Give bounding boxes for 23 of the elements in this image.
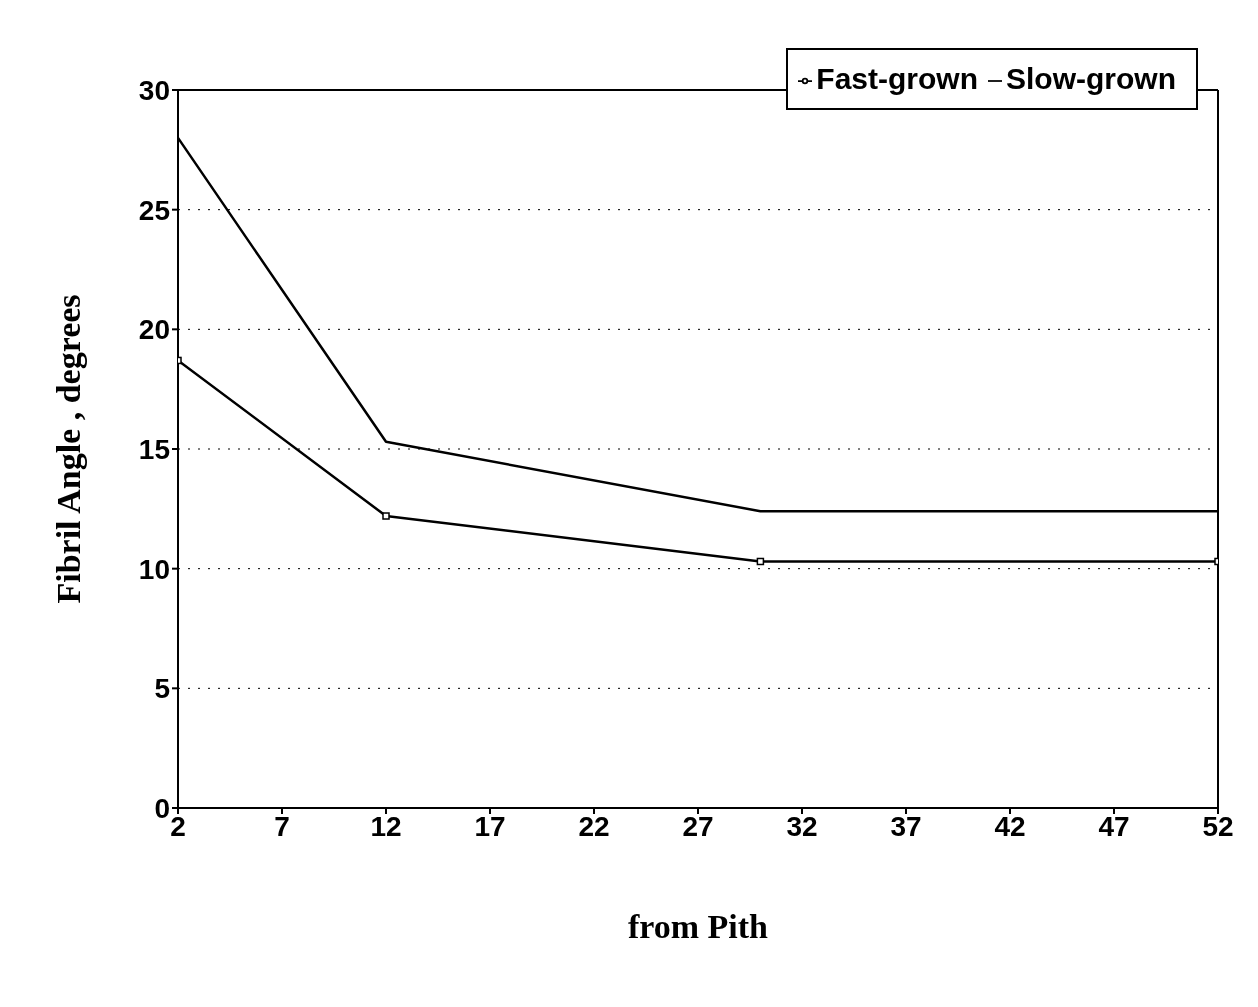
x-tick-label: 52 [1202, 810, 1234, 842]
y-tick-label: 30 [138, 74, 170, 106]
y-tick-label: 0 [154, 792, 170, 824]
x-tick-label: 12 [370, 810, 402, 842]
legend-label: Slow-grown [1006, 62, 1176, 95]
x-tick-label: 22 [578, 810, 610, 842]
y-tick-label: 15 [138, 433, 170, 465]
y-tick-label: 25 [138, 194, 170, 226]
x-tick-label: 27 [682, 810, 714, 842]
x-tick-label: 32 [786, 810, 818, 842]
y-axis-title: Fibril Angle , degrees [50, 294, 88, 604]
y-tick-label: 10 [138, 553, 170, 585]
legend-label: Fast-grown [816, 62, 979, 95]
x-axis-title: from Pith [627, 908, 769, 945]
x-tick-label: 17 [474, 810, 506, 842]
y-tick-label: 5 [154, 673, 170, 705]
x-tick-label: 7 [274, 810, 290, 842]
y-tick-label: 20 [138, 314, 170, 346]
x-tick-label: 2 [170, 810, 186, 842]
x-tick-label: 47 [1098, 810, 1130, 842]
x-tick-label: 37 [890, 810, 922, 842]
x-tick-label: 42 [994, 810, 1026, 842]
point [382, 512, 390, 520]
